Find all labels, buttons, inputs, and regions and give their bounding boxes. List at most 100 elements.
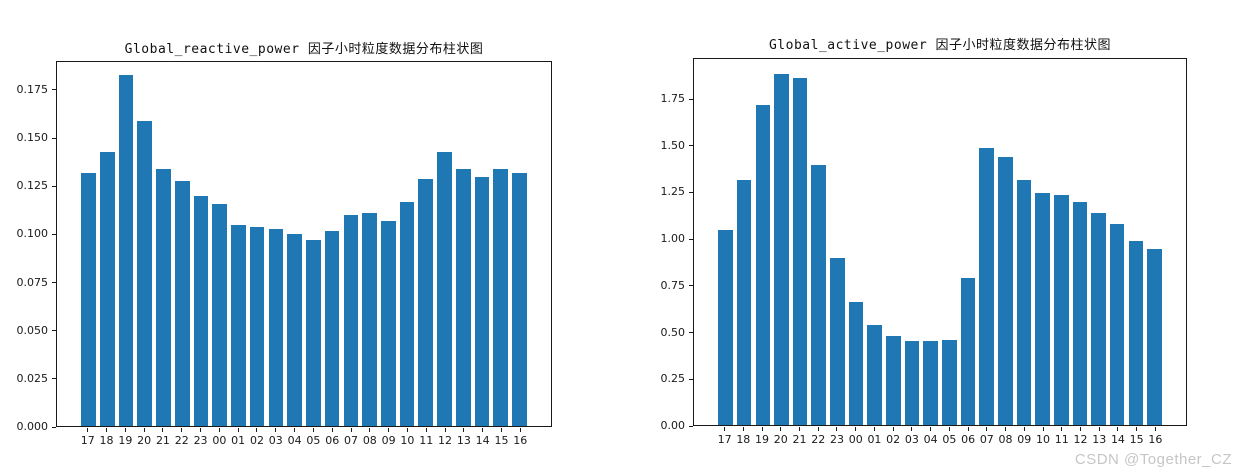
bar-hour-20 [774, 73, 789, 425]
x-tick-mark [1079, 427, 1081, 431]
x-tick-label: 04 [923, 433, 938, 446]
x-tick-mark [911, 427, 913, 431]
x-tick-label: 05 [942, 433, 957, 446]
x-tick-mark [87, 428, 89, 432]
bar-hour-01 [867, 324, 882, 425]
x-tick-label: 10 [1036, 433, 1051, 446]
x-tick-label: 06 [325, 434, 340, 447]
x-tick-label: 09 [1017, 433, 1032, 446]
y-tick-mark [689, 145, 693, 147]
y-tick-mark [52, 282, 56, 284]
x-tick-label: 01 [231, 434, 246, 447]
x-tick-mark [275, 428, 277, 432]
y-tick-label: 1.00 [660, 232, 686, 246]
y-tick-label: 0.000 [16, 420, 49, 433]
y-tick-mark [52, 89, 56, 91]
bar-hour-05 [942, 339, 957, 425]
x-tick-mark [350, 428, 352, 432]
x-tick-mark [799, 427, 801, 431]
x-tick-label: 00 [848, 433, 863, 446]
x-tick-mark [256, 428, 258, 432]
bar-hour-02 [886, 335, 901, 425]
x-tick-label: 23 [829, 433, 844, 446]
x-tick-label: 14 [475, 434, 490, 447]
x-tick-label: 07 [344, 434, 359, 447]
bar-hour-12 [437, 152, 452, 426]
y-tick-mark [52, 426, 56, 428]
watermark: CSDN @Together_CZ [1074, 451, 1232, 468]
bar-hour-10 [1035, 192, 1050, 425]
bar-hour-09 [380, 221, 396, 426]
y-tick-mark [689, 425, 693, 427]
x-tick-label: 12 [1073, 433, 1088, 446]
y-tick-mark [52, 185, 56, 187]
y-tick-mark [52, 137, 56, 139]
y-tick-label: 0.075 [16, 275, 49, 289]
x-tick-label: 03 [904, 433, 919, 446]
x-tick-label: 18 [736, 433, 751, 446]
y-tick-mark [689, 98, 693, 100]
bar-hour-18 [736, 179, 752, 425]
x-tick-label: 15 [494, 434, 509, 447]
y-tick-label: 0.100 [16, 227, 49, 241]
y-tick-label: 0.150 [16, 131, 49, 145]
y-tick-mark [689, 332, 693, 334]
x-tick-mark [892, 427, 894, 431]
x-tick-mark [742, 427, 744, 431]
bar-hour-10 [399, 201, 415, 426]
y-tick-mark [52, 378, 56, 380]
x-tick-mark [162, 428, 164, 432]
x-tick-mark [106, 428, 108, 432]
chart-title: Global_active_power 因子小时粒度数据分布柱状图 [768, 38, 1112, 53]
x-tick-label: 15 [1129, 433, 1144, 446]
y-tick-label: 0.050 [16, 323, 49, 337]
x-tick-mark [1136, 427, 1138, 431]
x-tick-mark [331, 428, 333, 432]
x-tick-mark [836, 427, 838, 431]
bar-hour-09 [1016, 179, 1032, 425]
x-tick-label: 23 [193, 434, 208, 447]
plot-area [693, 58, 1187, 426]
x-tick-label: 22 [174, 434, 189, 447]
bar-hour-15 [493, 169, 508, 426]
y-tick-mark [689, 285, 693, 287]
bar-hour-17 [718, 229, 733, 425]
y-tick-label: 0.125 [16, 179, 49, 193]
y-tick-label: 0.025 [16, 371, 49, 385]
bar-hour-21 [156, 169, 171, 426]
x-tick-mark [388, 428, 390, 432]
x-tick-label: 06 [961, 433, 976, 446]
x-tick-label: 21 [155, 434, 170, 447]
plot-area [56, 61, 552, 427]
y-tick-mark [52, 330, 56, 332]
x-tick-mark [1061, 427, 1063, 431]
x-tick-label: 10 [400, 434, 415, 447]
bar-hour-05 [306, 240, 321, 426]
y-tick-label: 1.50 [660, 138, 686, 152]
x-tick-mark [780, 427, 782, 431]
bar-hour-06 [960, 278, 976, 425]
x-tick-mark [369, 428, 371, 432]
bar-hour-07 [343, 215, 359, 426]
bar-hour-17 [81, 173, 96, 426]
x-tick-mark [1117, 427, 1119, 431]
x-tick-mark [724, 427, 726, 431]
x-tick-label: 13 [1092, 433, 1107, 446]
bar-hour-11 [418, 178, 434, 426]
bar-hour-19 [755, 105, 771, 425]
x-tick-mark [1005, 427, 1007, 431]
bar-hour-04 [923, 341, 938, 425]
x-tick-mark [425, 428, 427, 432]
x-tick-label: 21 [792, 433, 807, 446]
x-tick-mark [463, 428, 465, 432]
x-tick-label: 19 [118, 434, 133, 447]
x-tick-label: 16 [513, 434, 528, 447]
bar-hour-22 [811, 164, 826, 425]
x-tick-label: 19 [755, 433, 770, 446]
x-tick-mark [967, 427, 969, 431]
bar-hour-11 [1053, 194, 1069, 425]
x-tick-label: 17 [717, 433, 732, 446]
x-tick-label: 18 [99, 434, 114, 447]
bar-hour-04 [287, 234, 302, 426]
